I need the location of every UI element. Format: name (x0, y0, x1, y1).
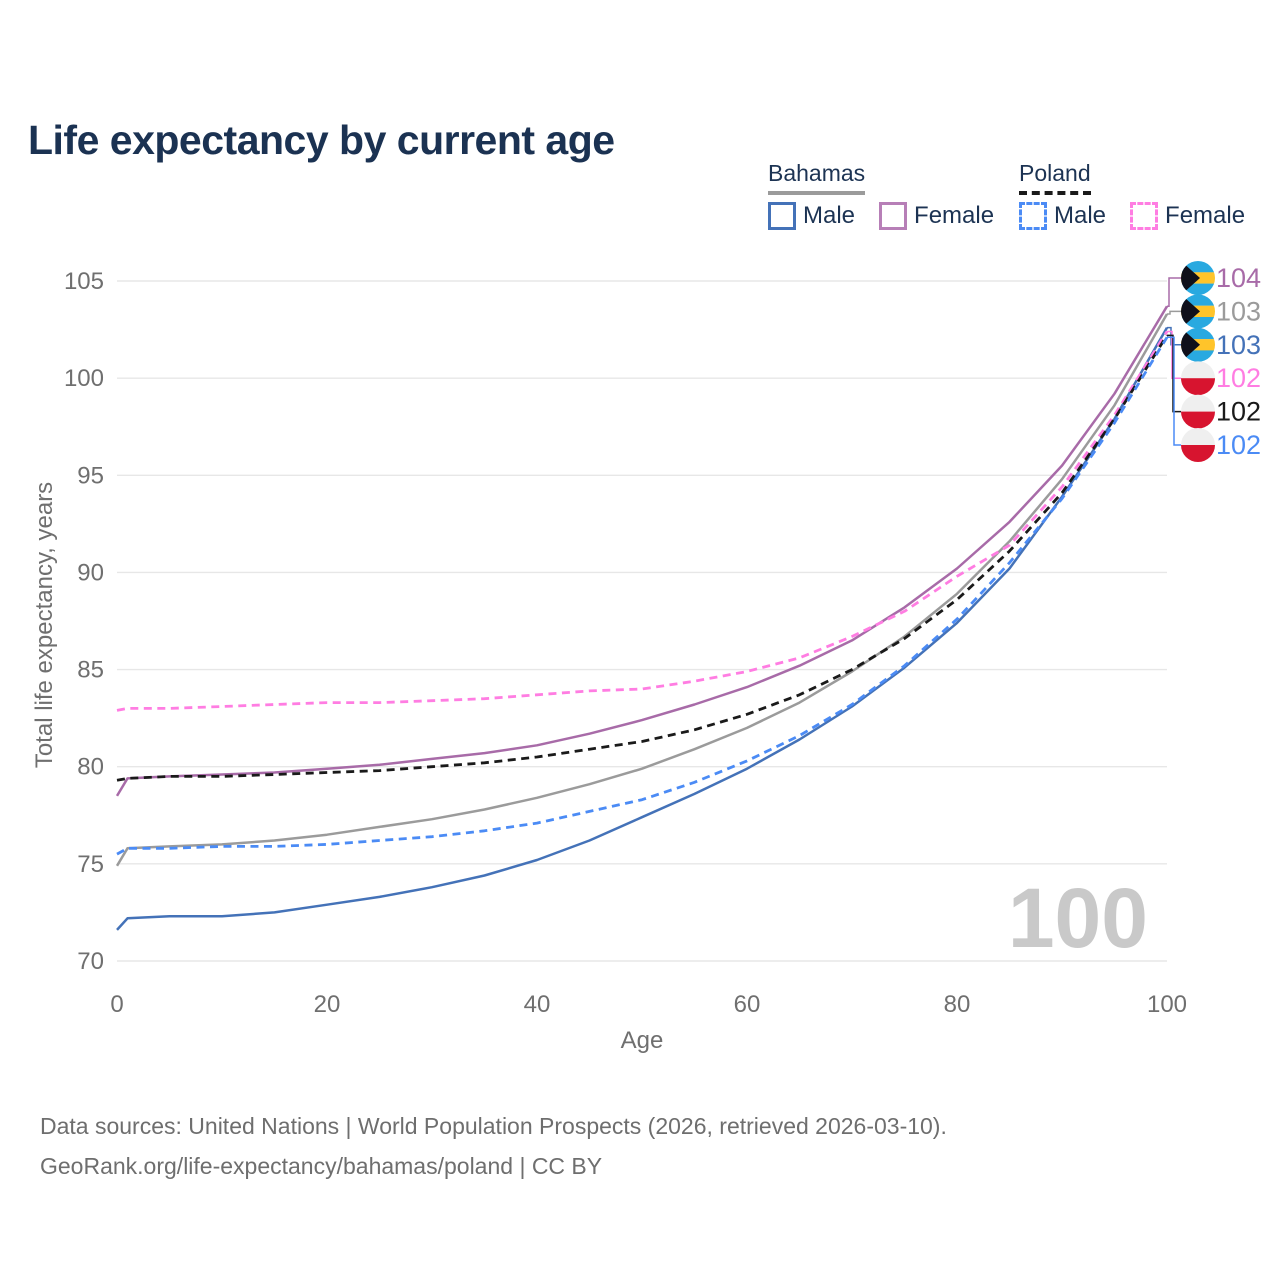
legend-group-poland: Poland Male Female (1019, 160, 1245, 230)
legend-item-bahamas-female[interactable]: Female (879, 202, 994, 230)
label-connector (1167, 277, 1181, 308)
end-value-label: 102 (1216, 363, 1261, 393)
y-tick-label: 70 (77, 948, 104, 975)
footer-url: GeoRank.org/life-expectancy/bahamas/pola… (40, 1153, 603, 1179)
y-tick-label: 95 (77, 462, 104, 489)
series-line-bahamas-male[interactable] (116, 326, 1169, 931)
legend-group-bahamas: Bahamas Male Female (768, 160, 994, 230)
legend-item-label: Male (1054, 202, 1107, 229)
bahamas-flag-icon (1181, 261, 1215, 295)
y-axis-title: Total life expectancy, years (31, 482, 58, 768)
poland-flag-icon (1181, 394, 1215, 429)
legend-item-poland-female[interactable]: Female (1130, 202, 1245, 230)
bahamas-male-swatch-icon (768, 202, 796, 230)
legend-country-bahamas: Bahamas (768, 160, 866, 195)
x-tick-label: 20 (314, 991, 341, 1018)
x-tick-label: 80 (944, 991, 971, 1018)
end-value-label: 103 (1216, 296, 1261, 326)
end-value-label: 102 (1216, 397, 1261, 427)
y-tick-label: 105 (64, 268, 104, 295)
legend-country-poland: Poland (1019, 160, 1091, 195)
page-title: Life expectancy by current age (28, 117, 615, 164)
legend-item-poland-male[interactable]: Male (1019, 202, 1106, 230)
label-connector (1167, 334, 1181, 413)
label-connector (1167, 326, 1181, 346)
label-connector (1167, 330, 1181, 379)
legend-item-label: Male (803, 202, 856, 229)
bahamas-flag-icon (1181, 294, 1215, 329)
y-tick-label: 100 (64, 365, 104, 392)
x-tick-label: 60 (734, 991, 761, 1018)
series-line-poland-total[interactable] (116, 334, 1169, 782)
footer-data-sources: Data sources: United Nations | World Pop… (40, 1113, 947, 1139)
legend-item-label: Female (1165, 202, 1246, 229)
legend-row-poland: Male Female (1019, 202, 1245, 230)
series-line-bahamas-total[interactable] (115, 313, 1169, 867)
series-line-bahamas-female[interactable] (115, 305, 1169, 797)
poland-female-swatch-icon (1130, 202, 1159, 230)
end-value-label: 103 (1216, 330, 1261, 360)
end-value-label: 102 (1216, 430, 1261, 460)
y-tick-label: 75 (77, 851, 104, 878)
series-line-poland-female[interactable] (116, 330, 1169, 712)
y-tick-label: 85 (77, 657, 104, 684)
hover-age-watermark: 100 (1008, 871, 1148, 965)
legend-row-bahamas: Male Female (768, 202, 994, 230)
poland-male-swatch-icon (1019, 202, 1047, 230)
legend-item-bahamas-male[interactable]: Male (768, 202, 855, 230)
x-tick-label: 0 (110, 991, 123, 1018)
y-tick-label: 90 (77, 559, 104, 586)
poland-flag-icon (1181, 361, 1215, 396)
x-tick-label: 40 (524, 991, 551, 1018)
x-axis-title: Age (621, 1027, 664, 1054)
y-tick-label: 80 (77, 754, 104, 781)
end-value-label: 104 (1216, 263, 1261, 293)
series-line-poland-male[interactable] (116, 336, 1169, 856)
label-connector (1167, 336, 1181, 446)
label-connector (1167, 310, 1181, 315)
legend-item-label: Female (914, 202, 995, 229)
footer: Data sources: United Nations | World Pop… (40, 1106, 947, 1186)
x-tick-label: 100 (1147, 991, 1187, 1018)
bahamas-female-swatch-icon (879, 202, 908, 230)
poland-flag-icon (1181, 428, 1215, 462)
bahamas-flag-icon (1181, 327, 1215, 362)
